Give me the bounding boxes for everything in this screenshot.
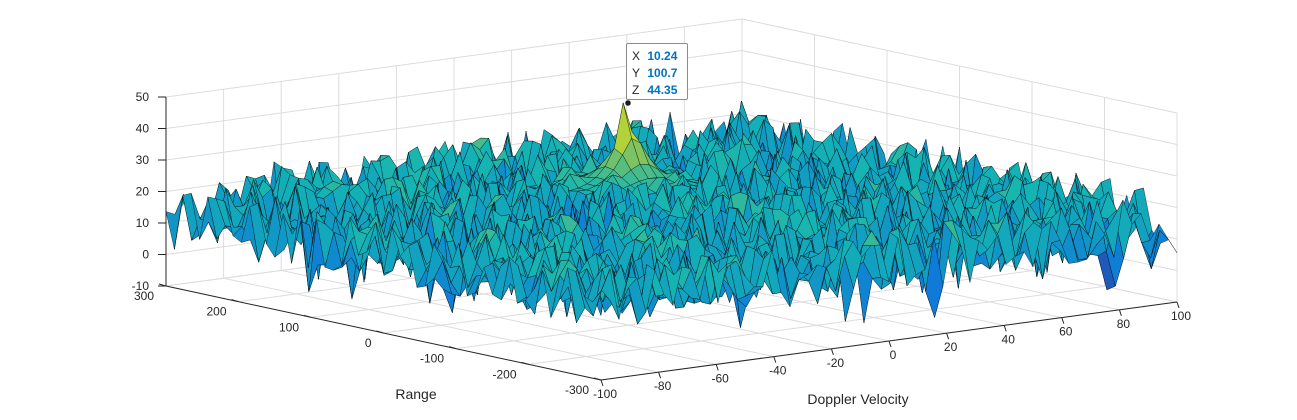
data-tip-z-value: 44.35 xyxy=(647,83,678,97)
y-tick-mark xyxy=(448,346,457,350)
x-tick-mark xyxy=(830,348,834,355)
z-tick-label: 0 xyxy=(142,248,149,262)
x-tick-mark xyxy=(1061,317,1065,324)
x-tick-mark xyxy=(715,364,719,371)
y-tick-mark xyxy=(231,299,239,303)
x-tick-mark xyxy=(888,340,892,348)
data-tip-y-value: 100.7 xyxy=(647,66,678,80)
grid-line-wall-z xyxy=(165,18,743,98)
x-tick-mark xyxy=(1118,309,1122,316)
z-tick-label: -10 xyxy=(132,279,150,293)
axis-labels: Doppler Velocity Range xyxy=(395,386,908,407)
y-axis-label: Range xyxy=(395,386,436,402)
x-tick-mark xyxy=(600,379,604,387)
z-tick-label: 40 xyxy=(136,122,150,136)
x-tick-mark xyxy=(1176,301,1180,309)
x-tick-label: -20 xyxy=(827,356,845,370)
z-tick-label: 10 xyxy=(136,216,150,230)
x-tick-label: 20 xyxy=(944,340,958,354)
data-tip-y-row: Y 100.7 xyxy=(632,65,687,82)
x-tick-label: 0 xyxy=(890,348,897,362)
z-tick-label: 20 xyxy=(136,185,150,199)
x-tick-label: -60 xyxy=(712,371,730,385)
y-tick-mark xyxy=(521,361,529,365)
x-tick-label: 60 xyxy=(1059,325,1073,339)
y-tick-label: 100 xyxy=(279,320,299,334)
x-tick-label: 100 xyxy=(1171,309,1191,323)
data-tip-z-row: Z 44.35 xyxy=(632,82,687,99)
x-axis-label: Doppler Velocity xyxy=(807,391,908,407)
y-tick-mark xyxy=(376,330,384,334)
grid-line-floor-y xyxy=(528,285,1105,365)
surface-patch xyxy=(592,268,611,302)
y-tick-mark xyxy=(593,377,602,381)
grid-line-wall-z xyxy=(741,50,1178,145)
y-tick-label: -100 xyxy=(420,352,444,366)
y-tick-label: 0 xyxy=(365,336,372,350)
y-tick-label: -200 xyxy=(492,367,516,381)
data-tip-z-key: Z xyxy=(632,83,640,97)
x-tick-mark xyxy=(1003,325,1007,332)
x-tick-label: -80 xyxy=(654,379,672,393)
grid-line-wall-z xyxy=(741,18,1178,114)
y-tick-mark xyxy=(303,314,312,318)
y-tick-label: 300 xyxy=(134,289,154,303)
x-tick-mark xyxy=(773,356,777,363)
data-tip-x-value: 10.24 xyxy=(647,49,678,63)
z-tick-label: 30 xyxy=(136,153,150,167)
data-tip-x-row: X 10.24 xyxy=(632,48,687,65)
surface-mesh xyxy=(165,100,1178,328)
peak-point[interactable] xyxy=(624,99,632,107)
data-tip-x-key: X xyxy=(632,49,641,63)
tick-labels: -100-80-60-40-20020406080100-300-200-100… xyxy=(132,90,1192,401)
data-tip[interactable]: X 10.24 Y 100.7 Z 44.35 xyxy=(626,43,688,100)
x-tick-label: -100 xyxy=(593,387,617,401)
surface-patch xyxy=(165,194,184,250)
peak-marker[interactable] xyxy=(624,99,632,107)
x-tick-label: 80 xyxy=(1117,317,1131,331)
data-tip-y-key: Y xyxy=(632,66,641,80)
x-tick-label: -40 xyxy=(769,364,787,378)
x-tick-mark xyxy=(946,333,950,340)
x-tick-label: 40 xyxy=(1002,332,1016,346)
y-tick-label: -300 xyxy=(565,383,589,397)
z-tick-label: 50 xyxy=(136,90,150,104)
x-tick-mark xyxy=(658,372,662,379)
y-tick-label: 200 xyxy=(206,305,226,319)
grid-line-wall-z xyxy=(741,81,1178,177)
